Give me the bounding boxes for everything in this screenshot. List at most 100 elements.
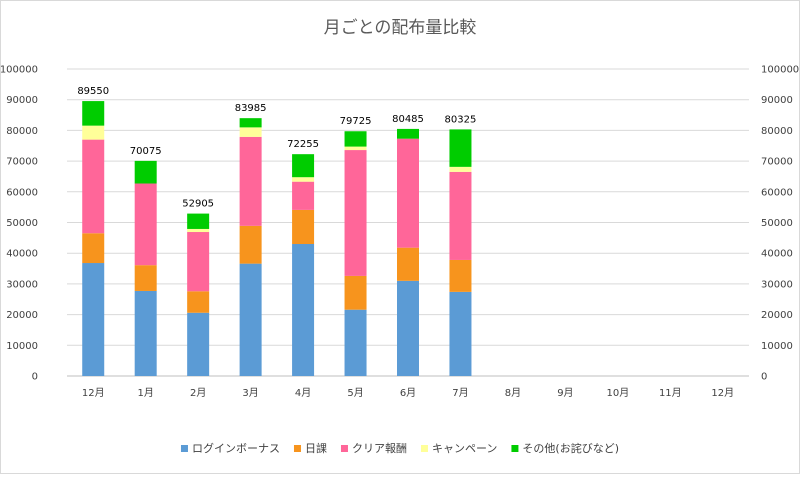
total-label: 80325 (445, 114, 477, 125)
category-label: 7月 (452, 387, 468, 399)
total-labels: 89550 70075 52905 83985 72255 79725 80485 80325 (77, 86, 476, 210)
category-label: 5月 (347, 387, 363, 399)
bar-segment[interactable] (397, 247, 419, 281)
left-tick-label: 80000 (6, 126, 38, 137)
bar-segment[interactable] (344, 309, 367, 376)
bar-segment[interactable] (82, 233, 105, 264)
bar-segment[interactable] (239, 127, 262, 137)
bar-segment[interactable] (292, 181, 315, 210)
left-axis: 0 10000 20000 30000 40000 50000 60000 70000 8000… (0, 65, 38, 383)
bar-segment[interactable] (449, 259, 472, 292)
bar-segment[interactable] (449, 166, 472, 172)
right-tick-label: 90000 (761, 95, 793, 106)
total-label: 80485 (392, 114, 424, 125)
legend-item[interactable]: キャンペーン (420, 442, 497, 455)
left-tick-label: 0 (32, 372, 38, 383)
legend-swatch (293, 445, 301, 452)
bar-segment[interactable] (82, 139, 105, 234)
left-tick-label: 10000 (6, 341, 38, 352)
legend-label: クリア報酬 (352, 442, 407, 455)
bar-segment[interactable] (344, 150, 367, 276)
category-label: 3月 (242, 387, 258, 399)
bar-segment[interactable] (134, 160, 157, 184)
legend-item[interactable]: 日課 (293, 441, 327, 455)
legend-label: キャンペーン (432, 442, 497, 455)
total-label: 79725 (340, 116, 372, 127)
bar-segment[interactable] (239, 225, 262, 264)
right-tick-label: 10000 (761, 341, 793, 352)
legend-item[interactable]: クリア報酬 (340, 442, 407, 455)
legend-swatch (180, 445, 188, 452)
bar-segment[interactable] (449, 291, 472, 376)
right-tick-label: 0 (761, 372, 767, 383)
bar-segment[interactable] (134, 183, 157, 266)
bar-segment[interactable] (187, 228, 210, 233)
total-label: 72255 (287, 139, 319, 150)
bar-segment[interactable] (187, 232, 210, 292)
category-label: 12月 (82, 387, 105, 399)
bar-segment[interactable] (397, 128, 419, 139)
bar-segment[interactable] (344, 131, 367, 147)
bar-segment[interactable] (187, 312, 210, 376)
bar-segment[interactable] (449, 171, 472, 260)
legend-label: その他(お詫びなど) (522, 441, 619, 455)
right-tick-label: 50000 (761, 218, 793, 229)
bar-segment[interactable] (82, 125, 105, 140)
bar-segment[interactable] (239, 136, 262, 226)
left-tick-label: 60000 (6, 187, 38, 198)
legend-swatch (511, 445, 519, 452)
bar-segment[interactable] (82, 101, 105, 126)
left-tick-label: 30000 (6, 279, 38, 290)
bar-segment[interactable] (292, 243, 315, 376)
chart-title: 月ごとの配布量比較 (324, 18, 477, 38)
bar-segment[interactable] (82, 263, 105, 376)
bar-segment[interactable] (292, 209, 315, 244)
category-label: 2月 (190, 387, 206, 399)
legend-label: ログインボーナス (192, 441, 280, 455)
total-label: 52905 (182, 199, 214, 210)
bar-segment[interactable] (292, 177, 315, 182)
right-tick-label: 30000 (761, 279, 793, 290)
right-tick-label: 60000 (761, 187, 793, 198)
category-label: 4月 (295, 387, 311, 399)
category-label: 9月 (557, 387, 573, 399)
left-tick-label: 20000 (6, 310, 38, 321)
legend[interactable]: ログインボーナス 日課 クリア報酬 キャンペーン その他(お詫びなど) (180, 441, 619, 455)
legend-swatch (420, 445, 428, 452)
left-tick-label: 50000 (6, 218, 38, 229)
bar-segment[interactable] (134, 290, 157, 376)
left-tick-label: 90000 (6, 95, 38, 106)
bar-segment[interactable] (239, 263, 262, 376)
bar-segment[interactable] (397, 138, 419, 248)
left-tick-label: 70000 (6, 157, 38, 168)
bars (82, 101, 472, 376)
right-tick-label: 70000 (761, 157, 793, 168)
right-tick-label: 20000 (761, 310, 793, 321)
bar-segment[interactable] (134, 265, 157, 291)
right-axis: 0 10000 20000 30000 40000 50000 60000 70000 8000… (761, 65, 799, 383)
bar-segment[interactable] (344, 146, 367, 151)
bar-segment[interactable] (187, 291, 210, 313)
legend-item[interactable]: その他(お詫びなど) (511, 441, 619, 455)
category-label: 8月 (505, 387, 521, 399)
right-tick-label: 40000 (761, 249, 793, 260)
bar-segment[interactable] (344, 275, 367, 310)
bar-segment[interactable] (187, 213, 210, 229)
bar-segment[interactable] (239, 118, 262, 128)
total-label: 83985 (235, 103, 267, 114)
bar-segment[interactable] (292, 154, 315, 178)
category-label: 1月 (138, 387, 154, 399)
legend-item[interactable]: ログインボーナス (180, 441, 280, 455)
right-tick-label: 100000 (761, 65, 799, 76)
bar-segment[interactable] (449, 129, 472, 167)
category-label: 11月 (659, 387, 682, 399)
right-tick-label: 80000 (761, 126, 793, 137)
legend-label: 日課 (305, 441, 327, 455)
bar-segment[interactable] (397, 280, 419, 376)
total-label: 70075 (130, 146, 162, 157)
category-label: 10月 (606, 387, 629, 399)
left-tick-label: 40000 (6, 249, 38, 260)
legend-swatch (340, 445, 348, 452)
